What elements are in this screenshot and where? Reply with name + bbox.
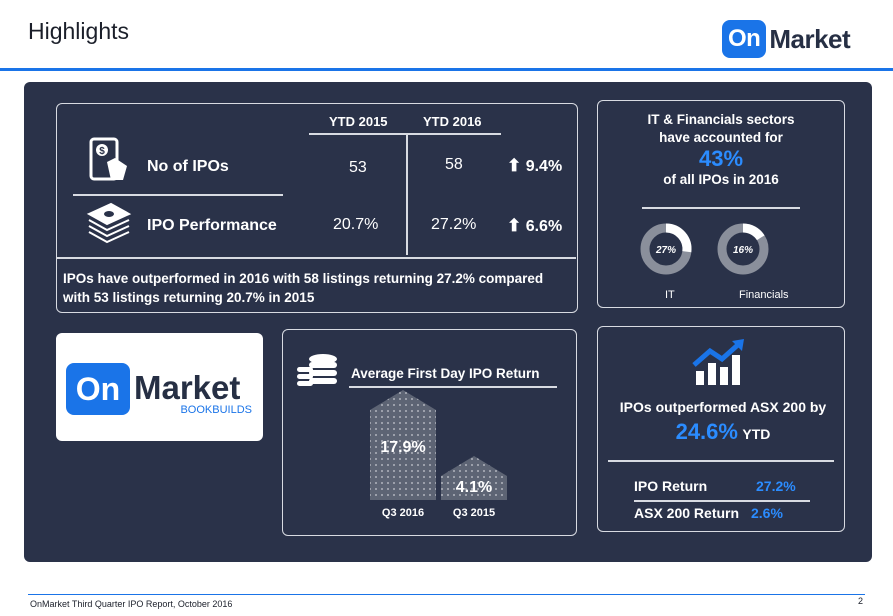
svg-text:Market: Market xyxy=(134,369,240,406)
asx-comparison-box: IPOs outperformed ASX 200 by 24.6% YTD I… xyxy=(597,326,845,532)
sector-share-percent: 43% xyxy=(698,146,744,171)
onmarket-bookbuilds-logo: On Market BOOKBUILDS xyxy=(56,333,263,441)
return-bar-label: Q3 2016 xyxy=(382,507,424,519)
divider xyxy=(634,500,810,502)
page-title: Highlights xyxy=(28,18,129,44)
asx-outperformance: 24.6% YTD xyxy=(610,419,836,445)
page-number: 2 xyxy=(858,596,864,606)
arrow-up-icon: ⬆ xyxy=(507,156,522,175)
ipo-performance-2015: 20.7% xyxy=(333,216,379,233)
donut-label-it: IT xyxy=(665,289,675,301)
asx-ytd-label: YTD xyxy=(742,426,771,442)
sector-headline-2: have accounted for xyxy=(659,130,783,145)
divider xyxy=(642,207,800,209)
highlights-panel: YTD 2015 YTD 2016 $ No of IPOs 53 58 ⬆ 9… xyxy=(24,82,872,562)
ipo-return-value: 27.2% xyxy=(756,478,796,494)
donut-slice xyxy=(665,223,692,253)
coin-stack-icon xyxy=(297,354,337,386)
first-day-return-title: Average First Day IPO Return xyxy=(351,366,540,381)
no-of-ipos-2016: 58 xyxy=(445,156,463,173)
footer-text: OnMarket Third Quarter IPO Report, Octob… xyxy=(30,599,233,609)
growth-chart-icon xyxy=(692,339,744,385)
return-bar-value: 17.9% xyxy=(380,439,425,456)
cash-stack-icon xyxy=(86,202,132,244)
donut-it: 27% xyxy=(640,223,692,275)
arrow-up-icon: ⬆ xyxy=(507,216,522,235)
sector-headline-3: of all IPOs in 2016 xyxy=(663,172,779,187)
first-day-return-chart: 17.9% Q3 2016 4.1% Q3 2015 xyxy=(370,390,507,519)
svg-text:On: On xyxy=(76,371,120,407)
divider xyxy=(73,194,283,196)
asx-outperformance-percent: 24.6% xyxy=(675,419,738,444)
return-bar-value: 4.1% xyxy=(456,479,492,496)
divider xyxy=(608,460,834,462)
sector-donuts: 27% 16% xyxy=(640,223,769,275)
donut-label-financials: Financials xyxy=(739,289,789,301)
mobile-payment-icon: $ xyxy=(89,137,127,181)
donut-value-label: 27% xyxy=(655,245,676,256)
first-day-return-box: Average First Day IPO Return 17.9% Q3 201… xyxy=(282,329,577,536)
no-of-ipos-2015: 53 xyxy=(349,159,367,176)
asx200-return-value: 2.6% xyxy=(751,505,783,521)
donut-slice xyxy=(742,223,765,241)
divider xyxy=(57,257,576,259)
sector-share-box: IT & Financials sectors have accounted f… xyxy=(597,100,845,308)
footer-divider xyxy=(28,594,865,595)
return-bar xyxy=(441,456,507,500)
row-label-ipo-performance: IPO Performance xyxy=(147,217,277,234)
row-label-no-of-ipos: No of IPOs xyxy=(147,158,229,175)
donut-value-label: 16% xyxy=(733,245,753,256)
asx-headline: IPOs outperformed ASX 200 by xyxy=(619,399,827,415)
brand-logo: On Market xyxy=(722,16,851,62)
header-divider xyxy=(0,68,893,71)
no-of-ipos-change: ⬆ 9.4% xyxy=(507,156,563,175)
divider xyxy=(406,133,408,255)
return-bar xyxy=(370,390,436,500)
col-header-ytd-2015: YTD 2015 xyxy=(329,114,388,129)
svg-text:$: $ xyxy=(99,146,105,157)
performance-summary: IPOs have outperformed in 2016 with 58 l… xyxy=(63,271,544,305)
col-header-ytd-2016: YTD 2016 xyxy=(423,114,482,129)
svg-text:BOOKBUILDS: BOOKBUILDS xyxy=(180,404,252,416)
divider xyxy=(349,386,557,388)
ipo-return-label: IPO Return xyxy=(634,478,708,494)
return-bar-label: Q3 2015 xyxy=(453,507,495,519)
ipo-performance-2016: 27.2% xyxy=(431,216,477,233)
ipo-performance-change: ⬆ 6.6% xyxy=(507,216,563,235)
divider xyxy=(309,133,501,135)
donut-financials: 16% xyxy=(717,223,769,275)
asx200-return-label: ASX 200 Return xyxy=(634,505,740,521)
sector-headline-1: IT & Financials sectors xyxy=(647,112,795,127)
ipo-stats-box: YTD 2015 YTD 2016 $ No of IPOs 53 58 ⬆ 9… xyxy=(56,103,578,313)
